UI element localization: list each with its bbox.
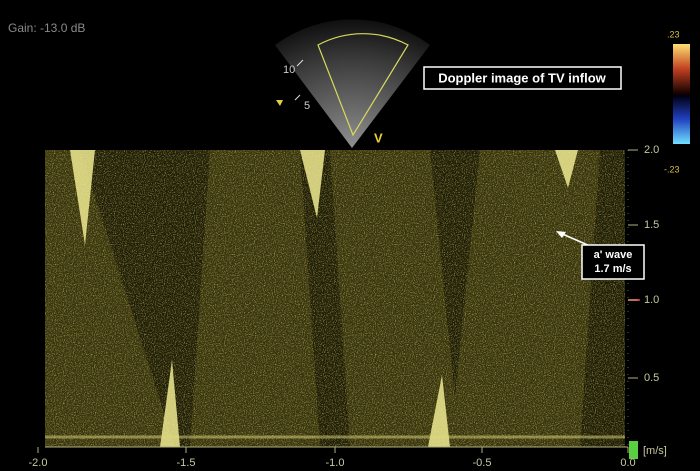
title: Doppler image of TV inflow [438,70,606,85]
time-tick-label: -0.5 [473,457,492,469]
time-tick-label: -2.0 [29,457,48,469]
color-bar-bottom: -.23 [664,164,680,174]
annotation-text: a' wave [594,249,633,261]
time-tick-label: -1.5 [177,457,196,469]
doppler-spectrum [45,150,625,447]
depth-label: 10 [283,64,295,76]
sector-image [275,19,430,148]
time-tick-label: -1.0 [326,457,345,469]
velocity-tick-label: 1.5 [644,219,659,231]
velocity-tick-label: 0.5 [644,372,659,384]
depth-label: 5 [304,100,310,112]
ultrasound-screen: Gain: -13.0 dB 10 5 V Doppler image of T… [0,0,700,471]
gain-label: Gain: -13.0 dB [8,21,85,35]
velocity-tick-label: 1.0 [644,294,659,306]
velocity-unit: [m/s] [643,445,667,457]
annotation-text: 1.7 m/s [594,263,631,275]
time-tick-label: 0.0 [620,457,635,469]
color-bar [673,44,690,144]
color-bar-top: .23 [667,29,680,39]
sector-marker: V [374,130,383,145]
velocity-tick-label: 2.0 [644,144,659,156]
